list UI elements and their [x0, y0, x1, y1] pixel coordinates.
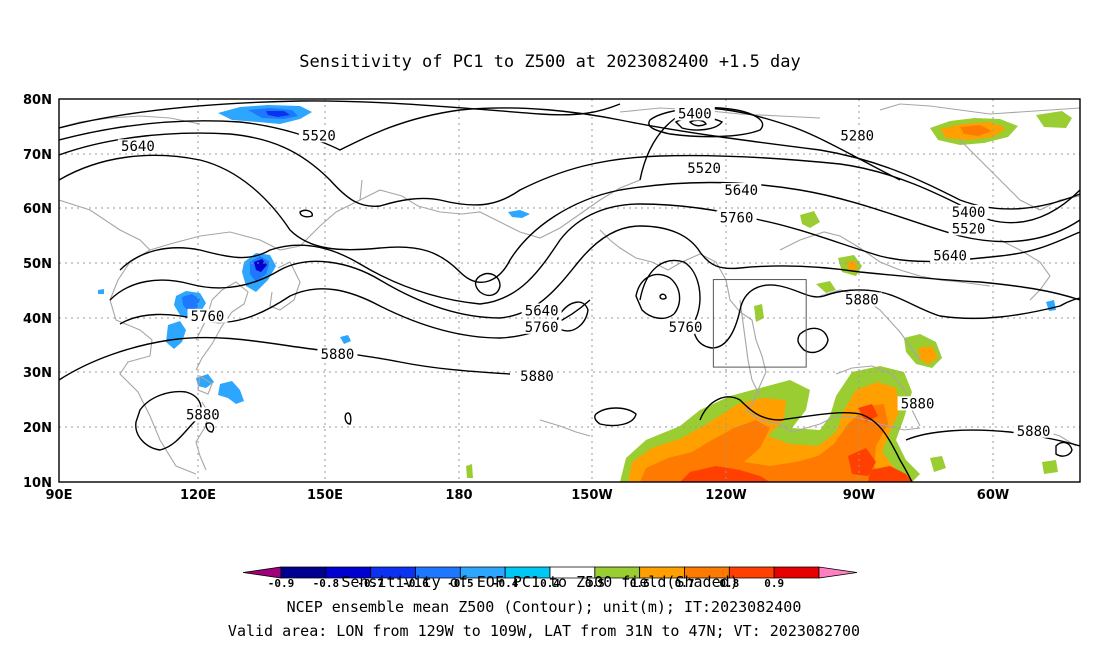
lat-tick-label: 40N	[23, 312, 52, 327]
contour-label-background	[1013, 423, 1054, 438]
contour-label-background	[317, 347, 358, 362]
lat-tick-label: 70N	[23, 148, 52, 163]
colorbar-tick-label: -0.4	[492, 577, 519, 590]
contour-label-background	[521, 303, 562, 318]
colorbar-tick-label: -0.9	[268, 577, 295, 590]
contour-label-background	[721, 183, 762, 198]
colorbar-tick-label: 0.4	[540, 577, 560, 590]
colorbar-tick-label: -0.6	[402, 577, 429, 590]
lat-tick-label: 80N	[23, 93, 52, 108]
contour-label-background	[117, 139, 158, 154]
lon-tick-label: 180	[445, 488, 472, 503]
lat-tick-label: 10N	[23, 476, 52, 491]
figure-title: Sensitivity of PC1 to Z500 at 2023082400…	[299, 52, 801, 72]
contour-label-background	[897, 396, 938, 411]
contour-label-background	[517, 369, 558, 384]
colorbar-tick-label: -0.5	[447, 577, 474, 590]
contour-label-background	[665, 319, 706, 334]
colorbar-tick-label: 0.9	[764, 577, 784, 590]
lat-tick-label: 30N	[23, 366, 52, 381]
caption-line-1: Sensitivity of EOF PC1 to Z500 field(Sha…	[341, 573, 738, 591]
lon-tick-label: 120E	[180, 488, 216, 503]
contour-label-background	[930, 248, 971, 263]
lat-tick-label: 20N	[23, 421, 52, 436]
contour-label-background	[298, 128, 339, 143]
colorbar-tick-label: 0.6	[630, 577, 650, 590]
latitude-axis: 80N 70N 60N 50N 40N 30N 20N 10N	[23, 93, 52, 491]
lon-tick-label: 120W	[705, 488, 746, 503]
contour-label-background	[948, 221, 989, 236]
contour-label: 5520	[687, 161, 721, 177]
contour-label: 5880	[321, 347, 355, 363]
contour-label: 5760	[720, 210, 754, 226]
lon-tick-label: 60W	[977, 488, 1009, 503]
longitude-axis: 90E 120E 150E 180 150W 120W 90W 60W	[46, 488, 1010, 503]
contour-label-background	[948, 204, 989, 219]
lon-tick-label: 90E	[46, 488, 73, 503]
contour-label-background	[674, 106, 715, 121]
contour-label: 5880	[520, 369, 554, 385]
colorbar-tick-label: -0.8	[313, 577, 340, 590]
contour-label: 5760	[191, 309, 225, 325]
lat-tick-label: 60N	[23, 202, 52, 217]
contour-label: 5760	[525, 320, 559, 336]
valid-area-box	[712, 279, 807, 368]
contour-label-background	[182, 407, 223, 422]
contour-label: 5520	[952, 221, 986, 237]
contour-label: 5880	[901, 396, 935, 412]
caption-line-2: NCEP ensemble mean Z500 (Contour); unit(…	[287, 598, 802, 616]
contour-label: 5880	[1017, 424, 1051, 440]
map-frame	[58, 98, 1081, 483]
colorbar-max-triangle	[818, 566, 858, 579]
colorbar: -0.9 -0.8 -0.7 -0.6 -0.5 -0.4 0.4 0.5 0.6 0.7 0.8 0…	[242, 566, 858, 590]
contour-label-background	[841, 292, 882, 307]
contour-label-background	[837, 128, 878, 143]
contour-label: 5760	[669, 320, 703, 336]
contour-label-background	[716, 210, 757, 225]
contour-label-background	[521, 319, 562, 334]
contour-label: 5640	[121, 139, 155, 155]
colorbar-tick-label: 0.8	[719, 577, 739, 590]
contour-label: 5640	[724, 183, 758, 199]
contour-label: 5400	[678, 106, 712, 122]
lon-tick-label: 90W	[843, 488, 875, 503]
contour-label: 5880	[186, 407, 220, 423]
contour-label-background	[684, 161, 725, 176]
contour-label: 5640	[933, 249, 967, 265]
positive-sensitivity-shading	[466, 111, 1072, 482]
caption-line-3: Valid area: LON from 129W to 109W, LAT f…	[228, 622, 860, 640]
contour-label: 5520	[302, 128, 336, 144]
lon-tick-label: 150E	[307, 488, 343, 503]
contour-label-background	[187, 308, 228, 323]
colorbar-tick-label: 0.5	[585, 577, 605, 590]
colorbar-tick-label: -0.7	[357, 577, 384, 590]
colorbar-tick-label: 0.7	[675, 577, 695, 590]
contour-label: 5880	[845, 292, 879, 308]
lon-tick-label: 150W	[571, 488, 612, 503]
contour-label: 5400	[952, 205, 986, 221]
contour-label: 5280	[840, 128, 874, 144]
lat-tick-label: 50N	[23, 257, 52, 272]
contour-label: 5640	[525, 303, 559, 319]
map-background	[59, 99, 1080, 482]
